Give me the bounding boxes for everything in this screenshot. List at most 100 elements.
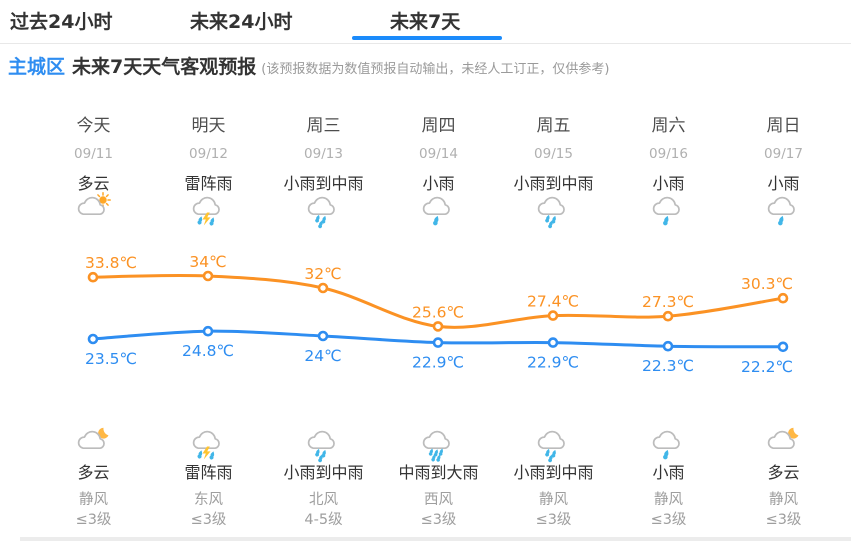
temp-label: 33.8℃ [85,254,137,272]
temp-point [202,270,214,282]
wind-level: ≤3级 [420,512,457,528]
day-name: 周四 [421,116,456,136]
night-condition: 多云 [767,463,800,482]
day-name: 明天 [191,116,226,136]
wind-level: ≤3级 [765,512,802,528]
day-column: 周六 09/16 小雨 小雨 静风 ≤3级 [611,0,726,541]
tab-next-7days[interactable]: 未来7天 [390,11,461,33]
active-tab-underline [352,36,502,40]
wind-direction: 静风 [769,492,798,508]
day-condition: 雷阵雨 [184,174,233,193]
page-header: 主城区 未来7天天气客观预报 (该预报数据为数值预报自动输出，未经人工订正，仅供参考… [8,53,843,84]
night-condition: 小雨 [652,463,685,482]
thunderstorm-icon [187,426,231,464]
wind-direction: 北风 [309,492,338,508]
day-column: 周五 09/15 小雨到中雨 小雨到中雨 静风 ≤3级 [496,0,611,541]
day-column: 周日 09/17 小雨 多云 静风 ≤3级 [726,0,841,541]
day-date: 09/11 [74,146,113,162]
tab-past-24h[interactable]: 过去24小时 [10,11,113,33]
temp-label: 25.6℃ [412,303,464,321]
day-column: 今天 09/11 多云 多云 静风 ≤3级 [36,0,151,541]
rain-light-icon [647,426,691,464]
rain-heavy-icon [417,426,461,464]
day-name: 周日 [766,116,801,136]
region-label: 主城区 [8,56,66,78]
thunderstorm-icon [187,192,231,230]
wind-level: ≤3级 [190,512,227,528]
temp-label: 32℃ [304,265,341,283]
page-title: 未来7天天气客观预报 [72,56,257,78]
day-column: 明天 09/12 雷阵雨 雷阵雨 东风 ≤3级 [151,0,266,541]
temp-point [432,321,444,332]
temp-point [432,337,444,348]
wind-level: 4-5级 [304,512,343,528]
temp-point [777,292,789,304]
temp-point [777,341,789,353]
day-name: 今天 [76,116,111,136]
day-column: 周四 09/14 小雨 中雨到大雨 西风 ≤3级 [381,0,496,541]
temp-label: 24℃ [304,347,341,365]
night-condition: 多云 [77,463,110,482]
day-date: 09/12 [189,146,228,162]
wind-direction: 静风 [539,492,568,508]
day-condition: 小雨 [767,174,800,193]
temp-point [87,333,99,345]
rain-medium-icon [532,192,576,230]
temp-point [662,310,674,322]
night-condition: 雷阵雨 [184,463,233,482]
temp-label: 23.5℃ [85,350,137,368]
wind-direction: 东风 [194,492,223,508]
night-condition: 小雨到中雨 [283,463,364,482]
day-date: 09/16 [649,146,688,162]
day-column: 周三 09/13 小雨到中雨 小雨到中雨 北风 4-5级 [266,0,381,541]
temp-label: 22.9℃ [527,354,579,372]
rain-medium-icon [532,426,576,464]
temp-point [317,282,329,294]
next-section-divider [20,537,851,541]
wind-level: ≤3级 [535,512,572,528]
day-date: 09/15 [534,146,573,162]
temp-point [202,325,214,337]
day-date: 09/17 [764,146,803,162]
temp-label: 34℃ [189,253,226,271]
day-condition: 小雨到中雨 [283,174,364,193]
wind-direction: 静风 [654,492,683,508]
temp-label: 22.9℃ [412,354,464,372]
night-condition: 中雨到大雨 [398,463,479,482]
day-name: 周六 [651,116,686,136]
temp-label: 27.4℃ [527,293,579,311]
cloud-moon-icon [762,426,806,464]
wind-level: ≤3级 [650,512,687,528]
rain-medium-icon [302,426,346,464]
wind-level: ≤3级 [75,512,112,528]
rain-light-icon [417,192,461,230]
cloud-sun-icon [72,192,116,230]
day-name: 周三 [306,116,341,136]
day-date: 09/13 [304,146,343,162]
temp-label: 30.3℃ [741,275,793,293]
temp-label: 22.3℃ [642,357,694,375]
temp-point [87,271,99,283]
temp-point [547,337,559,348]
temp-point [547,310,559,321]
night-condition: 小雨到中雨 [513,463,594,482]
rain-light-icon [647,192,691,230]
rain-light-icon [762,192,806,230]
temp-label: 27.3℃ [642,293,694,311]
temp-label: 24.8℃ [182,342,234,360]
wind-direction: 静风 [79,492,108,508]
day-condition: 小雨 [652,174,685,193]
disclaimer-note: (该预报数据为数值预报自动输出，未经人工订正，仅供参考) [261,62,610,77]
day-condition: 小雨 [422,174,455,193]
temp-label: 22.2℃ [741,358,793,376]
temp-point [317,330,329,342]
day-date: 09/14 [419,146,458,162]
cloud-moon-icon [72,426,116,464]
tab-bar: 过去24小时 未来24小时 未来7天 [0,0,851,44]
tab-next-24h[interactable]: 未来24小时 [190,11,293,33]
day-condition: 小雨到中雨 [513,174,594,193]
temperature-chart: 33.8℃ 34℃ 32℃ 25.6℃ 27.4℃ 27.3℃ 30.3℃ 23.5℃ 24.8… [85,253,793,376]
wind-direction: 西风 [424,492,453,508]
day-name: 周五 [536,116,571,136]
